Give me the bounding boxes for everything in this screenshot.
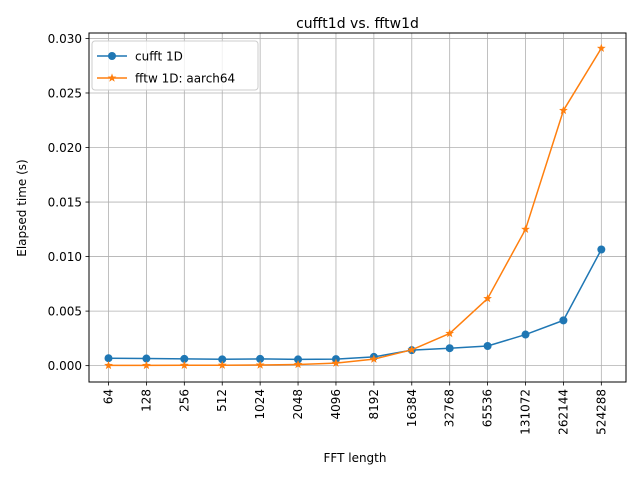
y-axis: 0.000 0.005 0.010 0.015 0.020 0.025 0.030 bbox=[48, 32, 89, 373]
y-tick-label: 0.020 bbox=[48, 141, 82, 155]
x-tick-label: 16384 bbox=[405, 389, 419, 427]
data-point bbox=[407, 345, 417, 354]
chart-title: cufft1d vs. fftw1d bbox=[296, 16, 419, 32]
data-point bbox=[142, 360, 151, 370]
data-point bbox=[559, 316, 568, 325]
data-point bbox=[255, 360, 265, 369]
y-tick-label: 0.010 bbox=[48, 250, 82, 264]
legend-label-fftw: fftw 1D: aarch64 bbox=[135, 72, 235, 86]
y-tick-label: 0.005 bbox=[48, 304, 82, 318]
x-tick-label: 128 bbox=[139, 389, 153, 412]
data-point bbox=[294, 355, 303, 364]
data-point bbox=[104, 360, 113, 370]
plot-area-frame bbox=[88, 32, 627, 383]
data-point bbox=[217, 360, 227, 369]
x-tick-label: 256 bbox=[177, 389, 191, 412]
x-tick-label: 2048 bbox=[291, 389, 305, 420]
data-point bbox=[331, 358, 341, 367]
series-group bbox=[104, 43, 606, 370]
data-point bbox=[369, 354, 379, 363]
x-tick-label: 64 bbox=[102, 389, 116, 404]
x-tick-label: 65536 bbox=[481, 389, 495, 427]
data-point bbox=[142, 354, 151, 363]
y-tick-label: 0.030 bbox=[48, 32, 82, 46]
legend-marker-fftw bbox=[107, 73, 117, 82]
x-tick-label: 32768 bbox=[443, 389, 457, 427]
series-line bbox=[108, 249, 602, 361]
y-tick-label: 0.025 bbox=[48, 86, 82, 100]
data-point bbox=[521, 330, 530, 339]
x-tick-label: 262144 bbox=[556, 389, 570, 435]
y-tick-label: 0.015 bbox=[48, 195, 82, 209]
data-point bbox=[521, 224, 530, 234]
data-point bbox=[483, 342, 492, 351]
data-point bbox=[104, 354, 113, 363]
series-line bbox=[108, 47, 602, 367]
series-2 bbox=[104, 43, 606, 370]
data-point bbox=[559, 105, 568, 115]
data-point bbox=[293, 359, 303, 369]
data-point bbox=[597, 245, 606, 254]
y-tick-label: 0.000 bbox=[48, 359, 82, 373]
legend-label-cufft: cufft 1D bbox=[135, 50, 183, 64]
data-point bbox=[445, 344, 454, 353]
data-point bbox=[179, 360, 189, 370]
grid-lines bbox=[89, 33, 626, 382]
legend-box bbox=[91, 40, 259, 91]
x-tick-label: 524288 bbox=[594, 389, 608, 435]
data-point bbox=[483, 293, 492, 303]
series-1 bbox=[104, 245, 606, 364]
data-point bbox=[445, 328, 455, 338]
x-tick-label: 512 bbox=[215, 389, 229, 412]
data-point bbox=[256, 354, 265, 363]
data-point bbox=[218, 355, 227, 364]
y-axis-label: Elapsed time (s) bbox=[15, 159, 29, 257]
x-axis-label: FFT length bbox=[324, 451, 387, 465]
x-axis: 64 128 256 512 1024 2048 4096 8192 16384 32768 655… bbox=[102, 382, 608, 435]
x-tick-label: 8192 bbox=[367, 389, 381, 420]
legend: cufft 1D fftw 1D: aarch64 bbox=[91, 40, 259, 91]
x-tick-label: 131072 bbox=[519, 389, 533, 435]
x-tick-label: 1024 bbox=[253, 389, 267, 420]
data-point bbox=[596, 43, 606, 52]
x-tick-label: 4096 bbox=[329, 389, 343, 420]
legend-marker-cufft bbox=[108, 52, 116, 60]
data-point bbox=[180, 354, 189, 363]
